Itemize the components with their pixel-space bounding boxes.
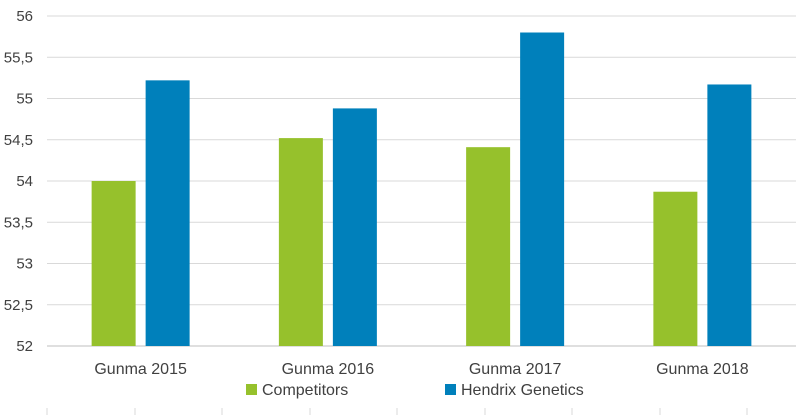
y-tick-label: 52,5	[4, 297, 33, 314]
legend-swatch-competitors	[246, 384, 257, 395]
x-category-label: Gunma 2018	[656, 361, 749, 378]
y-tick-label: 54	[16, 173, 33, 190]
bar-competitors-gunma-2018	[653, 191, 698, 346]
x-category-label: Gunma 2015	[94, 361, 187, 378]
x-axis-category-labels: Gunma 2015 Gunma 2016 Gunma 2017 Gunma 2018	[94, 361, 748, 378]
x-category-label: Gunma 2016	[282, 361, 375, 378]
bar-hendrix-genetics-gunma-2017	[520, 32, 565, 346]
y-tick-label: 54,5	[4, 132, 33, 149]
legend-swatch-hendrix-genetics	[445, 384, 456, 395]
y-tick-label: 53,5	[4, 214, 33, 231]
y-tick-label: 55	[16, 91, 33, 108]
legend-label-hendrix-genetics: Hendrix Genetics	[461, 382, 584, 399]
bar-hendrix-genetics-gunma-2015	[145, 80, 190, 346]
y-tick-label: 55,5	[4, 49, 33, 66]
x-category-label: Gunma 2017	[469, 361, 562, 378]
y-axis-tick-labels: 52 52,5 53 53,5 54 54,5 55 55,5 56	[4, 8, 33, 355]
y-tick-label: 56	[16, 8, 33, 25]
y-tick-label: 52	[16, 338, 33, 355]
bar-competitors-gunma-2015	[91, 181, 136, 346]
bottom-divider-ticks	[46, 408, 748, 415]
y-tick-label: 53	[16, 256, 33, 273]
bar-hendrix-genetics-gunma-2016	[332, 108, 377, 347]
legend-label-competitors: Competitors	[262, 382, 348, 399]
bar-competitors-gunma-2016	[278, 138, 323, 346]
bar-hendrix-genetics-gunma-2018	[707, 84, 752, 346]
bar-competitors-gunma-2017	[466, 147, 511, 346]
bars	[91, 32, 752, 347]
legend: Competitors Hendrix Genetics	[246, 382, 584, 399]
